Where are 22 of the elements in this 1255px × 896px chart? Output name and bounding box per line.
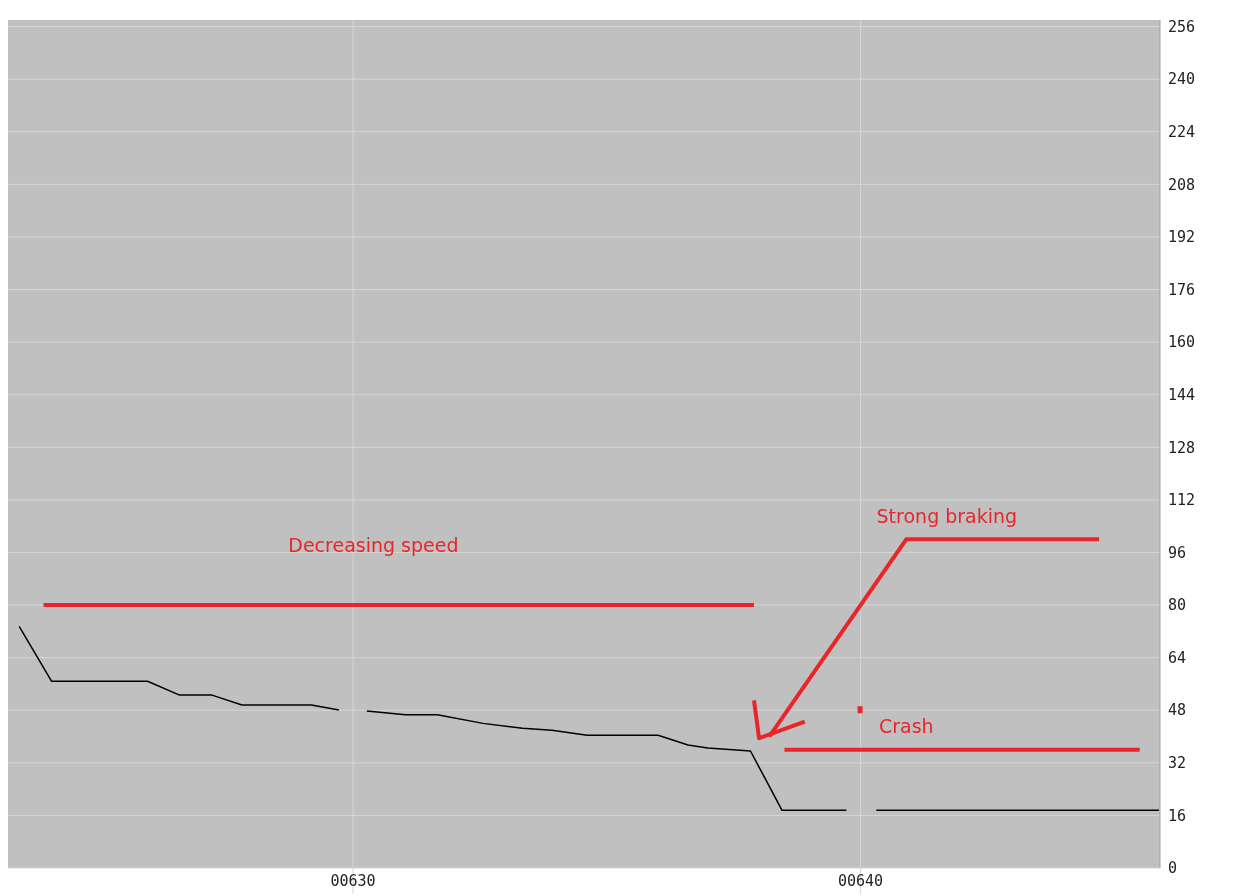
y-tick-label: 160 <box>1168 333 1196 352</box>
y-tick-label: 192 <box>1168 228 1196 247</box>
y-tick-label: 96 <box>1168 543 1187 562</box>
y-tick-label: 224 <box>1168 123 1196 141</box>
y-tick-label: 64 <box>1168 648 1187 667</box>
y-tick-label: 32 <box>1168 754 1187 773</box>
annotation: Crash <box>878 715 934 738</box>
y-tick-label: 80 <box>1168 596 1187 615</box>
y-tick-label: 0 <box>1168 859 1178 878</box>
x-tick-label: 00640 <box>838 872 884 891</box>
x-tick-label: 00630 <box>330 872 376 891</box>
y-tick-label: 240 <box>1168 70 1196 89</box>
annotation: Decreasing speed <box>288 534 459 557</box>
y-tick-label: 144 <box>1168 385 1196 404</box>
y-tick-label: 16 <box>1168 806 1187 825</box>
y-tick-label: 48 <box>1168 701 1187 720</box>
annotation: Strong braking <box>876 504 1018 527</box>
y-tick-label: 112 <box>1168 491 1196 510</box>
y-tick-label: 176 <box>1168 280 1196 299</box>
y-tick-label: 128 <box>1168 438 1196 457</box>
y-tick-label: 256 <box>1168 17 1196 36</box>
y-tick-label: 208 <box>1168 175 1196 194</box>
